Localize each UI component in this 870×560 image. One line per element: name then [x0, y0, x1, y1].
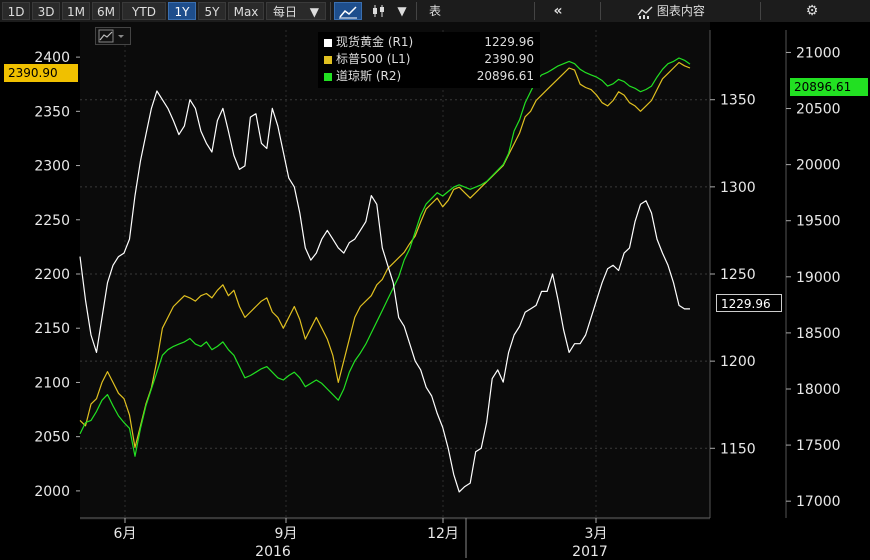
right1-axis-tick-label: 1200 [720, 354, 756, 370]
right2-axis-tick-label: 20500 [796, 102, 841, 118]
right2-axis-tick-label: 18500 [796, 326, 841, 342]
period-label: 每日 [273, 5, 298, 19]
range-6m-button[interactable]: 6M [92, 2, 120, 20]
legend-label: 道琼斯 (R2) [336, 69, 402, 83]
x-axis-tick-label: 9月 [275, 526, 298, 542]
left-axis-area [0, 22, 80, 520]
legend-swatch [324, 38, 332, 47]
x-axis-tick-label: 12月 [427, 526, 459, 542]
gear-icon: ⚙ [805, 3, 819, 19]
right2-axis-tick-label: 19000 [796, 270, 841, 286]
right2-axis-tick-label: 17000 [796, 494, 841, 510]
range-5y-button[interactable]: 5Y [198, 2, 226, 20]
range-3d-button[interactable]: 3D [32, 2, 60, 20]
left-axis-tick-label: 2250 [34, 213, 70, 229]
chart-content-label: 图表内容 [656, 4, 705, 18]
chart-type-dropdown[interactable]: ▼ [394, 2, 410, 20]
left-axis-tick-label: 2100 [34, 375, 70, 391]
x-axis-tick-label: 6月 [114, 526, 137, 542]
spx-last-value-tag: 2390.90 [4, 64, 78, 82]
toolbar-divider [600, 2, 601, 20]
chart-style-button[interactable] [95, 27, 131, 45]
right1-axis-tick-label: 1300 [720, 180, 756, 196]
right2-axis-tick-label: 19500 [796, 214, 841, 230]
range-1y-button[interactable]: 1Y [168, 2, 196, 20]
right2-axis-tick-label: 18000 [796, 382, 841, 398]
chevron-down-icon: ▼ [397, 4, 407, 18]
x-axis-year-label: 2017 [572, 544, 608, 560]
chart-bars-icon [637, 6, 653, 19]
settings-button[interactable]: ⚙ [800, 2, 824, 20]
range-1m-button[interactable]: 1M [62, 2, 90, 20]
left-axis-tick-label: 2400 [34, 50, 70, 66]
spx-line [79, 61, 691, 449]
legend-item-spx[interactable]: 标普500 (L1) 2390.90 [324, 51, 534, 67]
chart-content-button[interactable]: 图表内容 [628, 2, 714, 20]
line-chart-icon [98, 29, 124, 43]
legend-swatch [324, 72, 332, 81]
right-axis-area [710, 22, 870, 520]
legend-label: 标普500 (L1) [336, 52, 411, 66]
left-axis-tick-label: 2050 [34, 430, 70, 446]
toolbar-divider [416, 2, 417, 20]
left-axis-tick-label: 2300 [34, 159, 70, 175]
toolbar-divider [534, 2, 535, 20]
table-button[interactable]: 表 [428, 4, 441, 18]
toolbar: 1D 3D 1M 6M YTD 1Y 5Y Max 每日 ▼ ▼ 表 « [0, 0, 870, 23]
x-axis-year-label: 2016 [255, 544, 291, 560]
gold-line [79, 90, 690, 493]
right1-axis-tick-label: 1250 [720, 267, 756, 283]
left-axis-tick-label: 2200 [34, 267, 70, 283]
collapse-button[interactable]: « [540, 2, 576, 20]
range-max-button[interactable]: Max [228, 2, 264, 20]
bottom-axis-area [0, 520, 870, 560]
right2-axis-tick-label: 20000 [796, 158, 841, 174]
left-axis-tick-label: 2350 [34, 104, 70, 120]
toolbar-divider [760, 2, 761, 20]
legend-value: 2390.90 [484, 52, 534, 66]
candlestick-button[interactable] [368, 2, 390, 20]
line-chart-icon [339, 6, 357, 19]
legend-item-djia[interactable]: 道琼斯 (R2) 20896.61 [324, 68, 534, 84]
right2-axis-tick-label: 17500 [796, 438, 841, 454]
legend-swatch [324, 55, 332, 64]
legend-value: 1229.96 [484, 35, 534, 49]
chevron-down-icon: ▼ [309, 5, 319, 19]
right1-axis-tick-label: 1150 [720, 441, 756, 457]
djia-last-value-tag: 20896.61 [790, 78, 868, 96]
line-chart-button[interactable] [334, 2, 362, 20]
legend-value: 20896.61 [476, 69, 534, 83]
x-axis-tick-label: 3月 [585, 526, 608, 542]
legend-item-gold[interactable]: 现货黄金 (R1) 1229.96 [324, 34, 534, 50]
legend-label: 现货黄金 (R1) [336, 35, 414, 49]
candlestick-icon [373, 5, 384, 17]
range-1d-button[interactable]: 1D [2, 2, 30, 20]
right2-axis-tick-label: 21000 [796, 45, 841, 61]
left-axis-tick-label: 2000 [34, 484, 70, 500]
toolbar-divider [330, 2, 331, 20]
djia-line [79, 57, 691, 457]
double-chevron-left-icon: « [553, 3, 563, 19]
gold-last-value-tag: 1229.96 [716, 294, 782, 312]
period-select[interactable]: 每日 ▼ [266, 2, 326, 20]
right1-axis-tick-label: 1350 [720, 93, 756, 109]
chart-legend: 现货黄金 (R1) 1229.96 标普500 (L1) 2390.90 道琼斯 (… [318, 32, 540, 88]
range-ytd-button[interactable]: YTD [122, 2, 166, 20]
left-axis-tick-label: 2150 [34, 321, 70, 337]
